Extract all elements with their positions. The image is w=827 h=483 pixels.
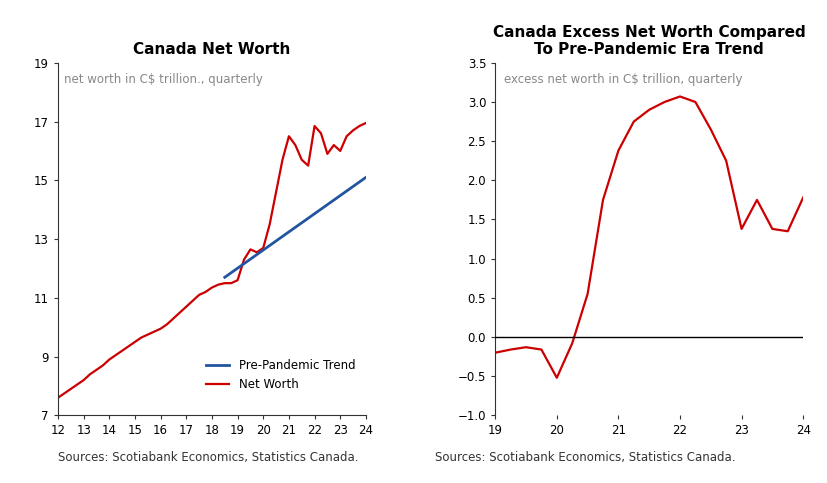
Net Worth [60,390,69,396]
Net Worth [174,310,184,315]
Net Worth [284,133,294,139]
Net Worth [53,395,63,400]
Text: Sources: Scotiabank Economics, Statistics Canada.: Sources: Scotiabank Economics, Statistic… [58,451,358,464]
Net Worth [117,348,127,354]
Net Worth [296,157,306,163]
Net Worth [265,222,275,227]
Net Worth [85,371,95,377]
Net Worth [277,157,287,163]
Net Worth [219,280,229,286]
Net Worth [181,304,191,310]
Net Worth [322,151,332,157]
Net Worth [290,142,300,148]
Net Worth [130,339,140,345]
Net Worth [309,123,319,129]
Net Worth [136,335,146,341]
Net Worth [251,249,261,255]
Net Worth [335,148,345,154]
Net Worth [232,277,242,283]
Net Worth [303,163,313,169]
Net Worth [149,329,159,335]
Line: Net Worth: Net Worth [58,123,366,398]
Net Worth [328,142,338,148]
Net Worth [79,377,88,383]
Net Worth [207,284,217,290]
Net Worth [142,332,152,338]
Net Worth [342,133,351,139]
Net Worth [65,386,75,392]
Title: Canada Net Worth: Canada Net Worth [133,43,290,57]
Pre-Pandemic Trend [361,174,370,180]
Net Worth [104,356,114,362]
Net Worth [111,352,121,358]
Net Worth [347,128,357,133]
Net Worth [245,246,255,252]
Legend: Pre-Pandemic Trend, Net Worth: Pre-Pandemic Trend, Net Worth [201,354,360,396]
Net Worth [226,280,236,286]
Net Worth [194,292,203,298]
Net Worth [123,343,133,349]
Net Worth [72,382,82,387]
Net Worth [316,130,326,136]
Net Worth [162,321,172,327]
Pre-Pandemic Trend [219,274,229,280]
Text: Sources: Scotiabank Economics, Statistics Canada.: Sources: Scotiabank Economics, Statistic… [434,451,734,464]
Title: Canada Excess Net Worth Compared
To Pre-Pandemic Era Trend: Canada Excess Net Worth Compared To Pre-… [492,25,805,57]
Net Worth [91,367,101,373]
Text: excess net worth in C$ trillion, quarterly: excess net worth in C$ trillion, quarter… [504,73,742,86]
Net Worth [361,120,370,126]
Line: Pre-Pandemic Trend: Pre-Pandemic Trend [224,177,366,277]
Net Worth [270,189,280,195]
Net Worth [213,282,223,287]
Net Worth [258,245,268,251]
Net Worth [98,363,108,369]
Net Worth [239,257,249,263]
Net Worth [155,326,165,332]
Net Worth [188,298,198,304]
Net Worth [168,315,178,321]
Net Worth [200,289,210,295]
Net Worth [354,123,364,129]
Text: net worth in C$ trillion., quarterly: net worth in C$ trillion., quarterly [64,73,263,86]
